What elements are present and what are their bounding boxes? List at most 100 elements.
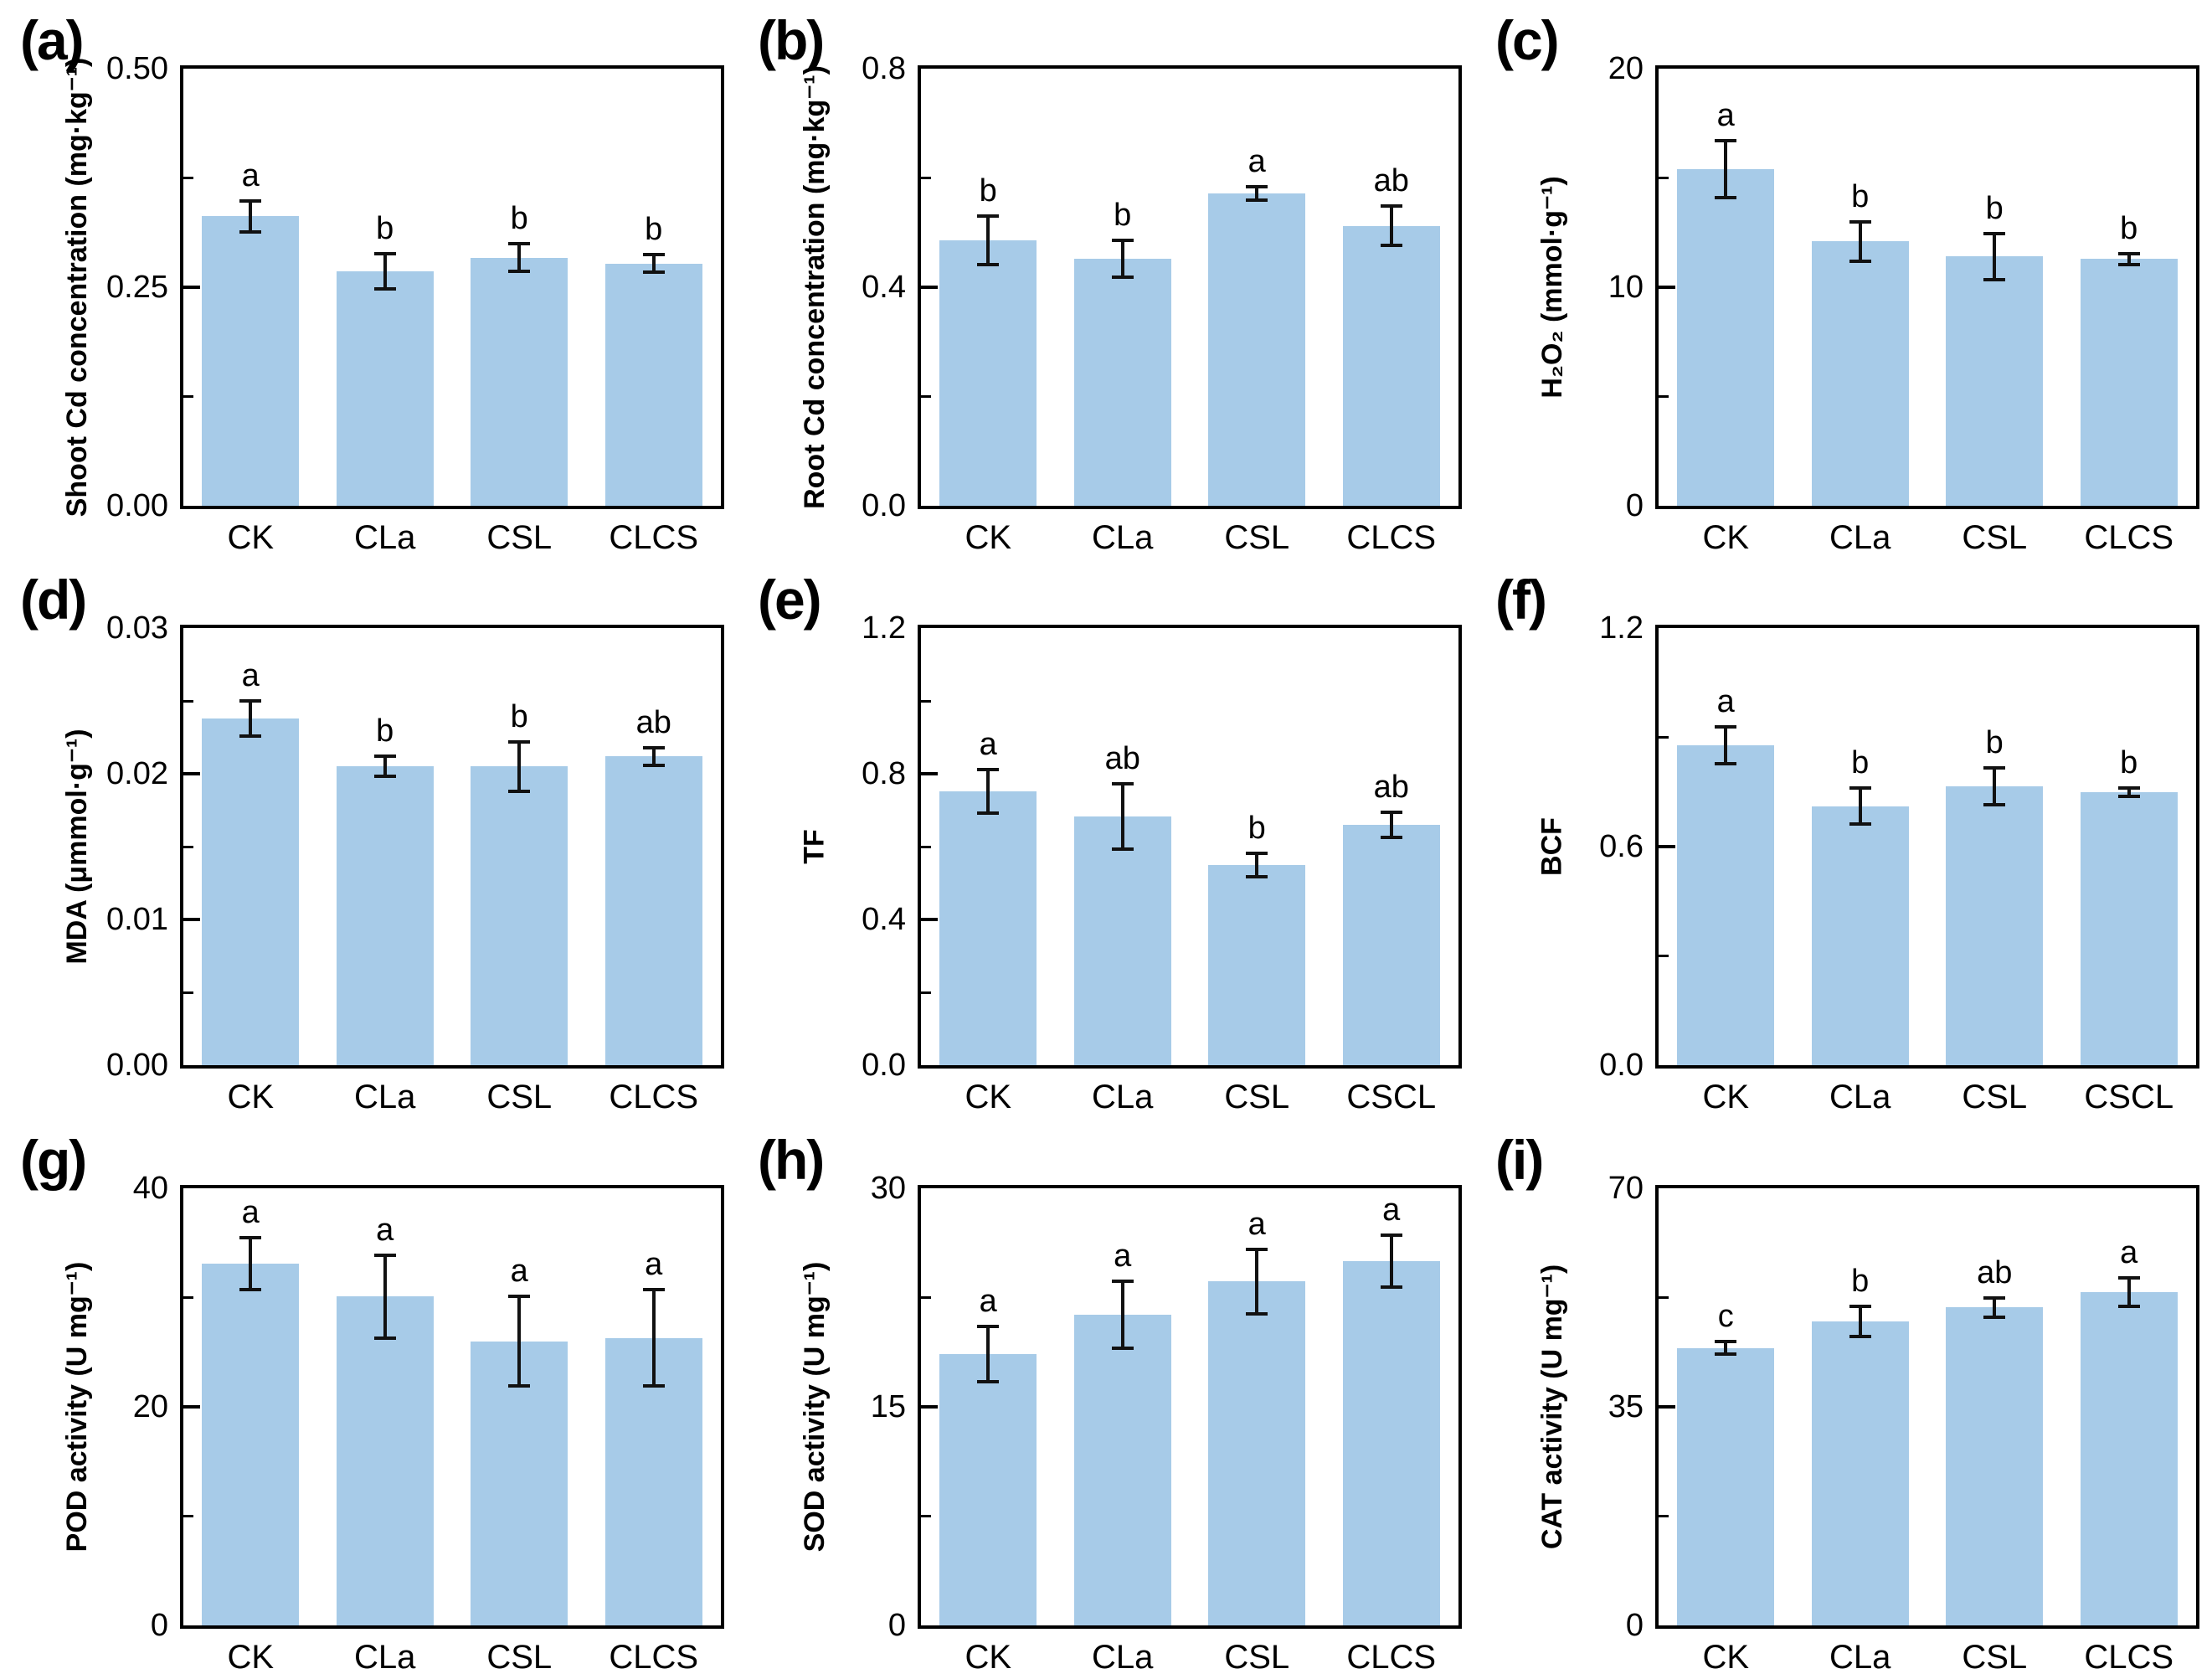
error-bar — [1858, 1306, 1862, 1337]
error-bar-cap — [1380, 204, 1402, 209]
significance-letter: b — [1985, 191, 2004, 227]
panel-letter: (h) — [758, 1129, 825, 1191]
bar-CLCS — [2080, 1291, 2178, 1625]
x-category-label: CLCS — [609, 1079, 699, 1115]
error-bar-cap — [1983, 802, 2006, 806]
error-bar — [2127, 253, 2131, 265]
error-bar — [651, 1290, 656, 1387]
error-bar — [517, 1296, 522, 1387]
significance-letter: a — [1716, 684, 1735, 720]
panel-letter: (e) — [758, 569, 822, 631]
error-bar-cap — [1246, 1248, 1268, 1252]
y-minor-tick — [183, 699, 193, 703]
y-tick-label: 0.00 — [106, 1048, 168, 1083]
significance-letter: a — [1114, 1239, 1132, 1275]
error-bar — [517, 243, 522, 272]
error-bar — [383, 1254, 387, 1338]
bar-CK — [202, 718, 300, 1065]
error-bar — [1724, 141, 1728, 198]
y-major-tick — [921, 286, 938, 289]
error-bar-cap — [1380, 244, 1402, 248]
y-major-tick — [921, 918, 938, 921]
y-minor-tick — [183, 1296, 193, 1299]
y-tick-label: 0.8 — [862, 756, 906, 791]
error-bar-cap — [2117, 1275, 2140, 1280]
error-bar — [1255, 853, 1259, 878]
x-category-label: CSL — [1224, 519, 1290, 556]
error-bar — [383, 756, 387, 777]
bar-CSCL — [2080, 791, 2178, 1065]
x-category-label: CLCS — [609, 1639, 699, 1676]
x-category-label: CK — [965, 519, 1012, 556]
significance-letter: b — [1114, 197, 1132, 233]
panel-f: (f) BCF 0.0 0.6 1.2 a CK b CLa b CSL b CSCL — [1475, 559, 2212, 1119]
error-bar — [1993, 234, 1997, 280]
significance-letter: a — [376, 1212, 394, 1248]
x-category-label: CK — [1702, 1079, 1750, 1115]
error-bar-cap — [1849, 219, 1871, 224]
significance-letter: b — [645, 212, 663, 248]
error-bar-cap — [642, 270, 665, 275]
significance-letter: ab — [1977, 1255, 2013, 1291]
bar-CK — [939, 239, 1037, 506]
x-category-label: CLa — [354, 1079, 416, 1115]
plot-area — [1655, 1185, 2199, 1629]
error-bar — [986, 769, 990, 813]
error-bar-cap — [642, 253, 665, 257]
significance-letter: a — [1247, 143, 1266, 179]
error-bar-cap — [2117, 262, 2140, 266]
y-tick-label: 0.25 — [106, 270, 168, 305]
error-bar-cap — [977, 214, 1000, 219]
error-bar — [2127, 787, 2131, 796]
error-bar-cap — [239, 699, 262, 703]
y-minor-tick — [183, 395, 193, 398]
error-bar — [1858, 787, 1862, 825]
bar-CLCS — [2080, 259, 2178, 506]
panel-letter: (d) — [20, 569, 87, 631]
error-bar-cap — [977, 1325, 1000, 1329]
bar-CLa — [336, 766, 434, 1065]
significance-letter: a — [1716, 98, 1735, 134]
bar-CK — [1677, 1347, 1775, 1625]
panel-letter: (f) — [1495, 569, 1547, 631]
bar-CLa — [1811, 806, 1909, 1065]
y-major-tick — [921, 772, 938, 775]
bar-CSL — [471, 1341, 568, 1625]
error-bar-cap — [1380, 1285, 1402, 1290]
y-minor-tick — [1659, 177, 1669, 179]
error-bar-cap — [1983, 277, 2006, 281]
y-minor-tick — [1659, 395, 1669, 398]
y-minor-tick — [183, 991, 193, 994]
x-category-label: CLa — [1092, 1639, 1154, 1676]
y-tick-label: 0.0 — [862, 1048, 906, 1083]
bar-CK — [202, 216, 300, 506]
y-minor-tick — [921, 991, 931, 994]
y-tick-label: 0.50 — [106, 51, 168, 86]
y-tick-label: 0.02 — [106, 756, 168, 791]
x-category-label: CSL — [486, 519, 553, 556]
y-minor-tick — [921, 1296, 931, 1299]
error-bar — [986, 216, 990, 265]
plot-area — [180, 625, 724, 1069]
x-category-label: CK — [227, 519, 275, 556]
bar-CLCS — [1342, 225, 1440, 506]
error-bar-cap — [1715, 1352, 1737, 1357]
significance-letter: ab — [1373, 163, 1409, 199]
error-bar-cap — [2117, 1304, 2140, 1308]
panel-letter: (i) — [1495, 1129, 1544, 1191]
error-bar-cap — [1849, 822, 1871, 827]
bar-CLa — [1073, 816, 1171, 1065]
error-bar — [1993, 1298, 1997, 1317]
bar-CSL — [1208, 865, 1306, 1065]
x-category-label: CLCS — [2084, 519, 2174, 556]
x-category-label: CLa — [354, 1639, 416, 1676]
significance-letter: b — [376, 713, 394, 749]
y-minor-tick — [1659, 736, 1669, 739]
x-category-label: CSL — [1962, 1079, 2028, 1115]
error-bar — [1255, 186, 1259, 200]
error-bar-cap — [1715, 1340, 1737, 1344]
y-axis-label: TF — [798, 829, 831, 864]
error-bar-cap — [1715, 195, 1737, 199]
error-bar-cap — [508, 1384, 531, 1388]
error-bar-cap — [642, 745, 665, 749]
